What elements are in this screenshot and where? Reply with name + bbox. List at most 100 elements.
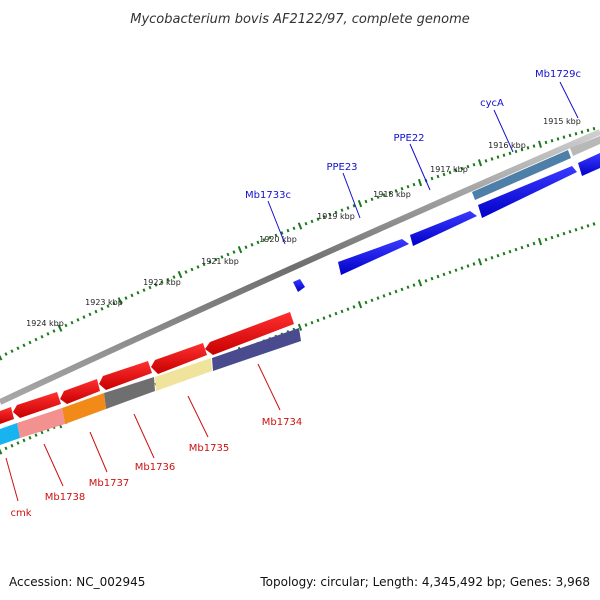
gene-Mb1737[interactable] <box>62 393 106 424</box>
gene-PPE23[interactable] <box>410 211 477 246</box>
minor-tick <box>454 168 458 173</box>
gene-label-Mb1738[interactable]: Mb1738 <box>45 492 85 503</box>
minor-tick <box>496 155 500 159</box>
gene-label-Mb1737[interactable]: Mb1737 <box>89 478 129 489</box>
minor-tick <box>322 215 326 219</box>
minor-tick <box>472 162 476 167</box>
gene-Mb1729c[interactable] <box>570 136 600 156</box>
gene-Mb1736[interactable] <box>104 377 155 409</box>
minor-tick <box>448 270 452 275</box>
minor-tick <box>586 224 590 228</box>
kbp-label: 1918 kbp <box>373 190 411 199</box>
major-tick <box>477 258 483 266</box>
major-tick <box>297 323 303 331</box>
minor-tick <box>394 189 398 193</box>
minor-tick <box>220 255 224 259</box>
kbp-label: 1917 kbp <box>430 165 468 174</box>
kbp-label: 1916 kbp <box>488 141 526 150</box>
major-tick <box>0 354 3 361</box>
minor-tick <box>460 266 464 270</box>
topology-text: Topology: circular; Length: 4,345,492 bp… <box>259 575 590 589</box>
kbp-label: 1919 kbp <box>317 212 355 221</box>
minor-tick <box>568 133 572 138</box>
gene-label-Mb1734[interactable]: Mb1734 <box>262 417 302 428</box>
gene-Mb1733c[interactable] <box>293 279 305 292</box>
minor-tick <box>550 235 554 240</box>
forward-label-lines <box>267 81 579 245</box>
gene-label-Mb1729c[interactable]: Mb1729c <box>535 69 581 80</box>
minor-tick <box>496 253 500 258</box>
minor-tick <box>352 305 356 309</box>
minor-tick <box>382 294 386 298</box>
minor-tick <box>484 159 488 163</box>
minor-tick <box>40 334 44 339</box>
minor-tick <box>412 283 416 287</box>
minor-tick <box>490 157 494 161</box>
minor-tick <box>154 283 158 287</box>
kbp-label: 1921 kbp <box>201 257 239 266</box>
minor-tick <box>22 438 26 443</box>
gene-label-PPE22[interactable]: PPE22 <box>393 133 424 144</box>
gene-red-6[interactable] <box>0 407 14 424</box>
minor-tick <box>406 285 410 289</box>
minor-tick <box>256 240 260 245</box>
gene-Mb1735[interactable] <box>155 358 212 391</box>
gene-cmk[interactable] <box>0 423 20 445</box>
minor-tick <box>442 172 446 177</box>
gene-label-Mb1733c[interactable]: Mb1733c <box>245 190 291 201</box>
gene-Mb1733c-body[interactable] <box>338 239 409 275</box>
minor-tick <box>64 323 68 328</box>
reverse-strand-genes <box>0 312 301 445</box>
gene-red-2[interactable] <box>151 343 207 374</box>
leader-Mb1733c <box>267 200 286 245</box>
map-title: Mycobacterium bovis AF2122/97, complete … <box>130 12 469 27</box>
forward-gene-labels: Mb1729c cycA PPE22 PPE23 Mb1733c <box>245 69 581 201</box>
gene-label-Mb1736[interactable]: Mb1736 <box>135 462 175 473</box>
minor-tick <box>484 258 488 262</box>
gene-Mb1734[interactable] <box>212 328 301 371</box>
minor-tick <box>454 268 458 272</box>
gene-PPE22[interactable] <box>478 166 577 218</box>
minor-tick <box>160 280 164 285</box>
minor-tick <box>556 137 560 141</box>
minor-tick <box>130 293 134 298</box>
minor-tick <box>232 250 236 254</box>
gene-label-cmk[interactable]: cmk <box>10 508 31 519</box>
gene-red-5[interactable] <box>13 392 61 418</box>
leader-Mb1729c <box>559 81 579 119</box>
leader-Mb1736 <box>133 413 155 459</box>
kbp-labels: 1915 kbp 1916 kbp 1917 kbp 1918 kbp 1919… <box>26 117 581 328</box>
gene-Mb1738[interactable] <box>17 408 65 438</box>
gene-label-Mb1735[interactable]: Mb1735 <box>189 443 229 454</box>
minor-tick <box>514 247 518 252</box>
reverse-label-lines <box>5 363 281 502</box>
minor-tick <box>280 231 284 235</box>
gene-label-cycA[interactable]: cycA <box>480 98 504 109</box>
minor-tick <box>226 252 230 257</box>
minor-tick <box>106 304 110 308</box>
minor-tick <box>460 166 464 171</box>
gene-label-PPE23[interactable]: PPE23 <box>326 162 357 173</box>
minor-tick <box>112 301 116 306</box>
minor-tick <box>166 277 170 282</box>
gene-red-4[interactable] <box>60 379 100 404</box>
minor-tick <box>16 346 20 351</box>
minor-tick <box>292 226 296 231</box>
minor-tick <box>490 255 494 260</box>
minor-tick <box>76 318 80 322</box>
gene-Mb1734-red[interactable] <box>205 312 294 355</box>
minor-tick <box>388 291 392 296</box>
gene-red-3[interactable] <box>99 361 152 390</box>
gene-cycA[interactable] <box>472 150 571 200</box>
gene-forward-edge[interactable] <box>578 153 600 176</box>
minor-tick <box>52 329 56 333</box>
minor-tick <box>526 243 530 248</box>
minor-tick <box>382 193 386 197</box>
minor-tick <box>124 296 128 300</box>
minor-tick <box>502 153 506 157</box>
minor-tick <box>520 147 524 152</box>
minor-tick <box>562 135 566 139</box>
minor-tick <box>316 318 320 323</box>
